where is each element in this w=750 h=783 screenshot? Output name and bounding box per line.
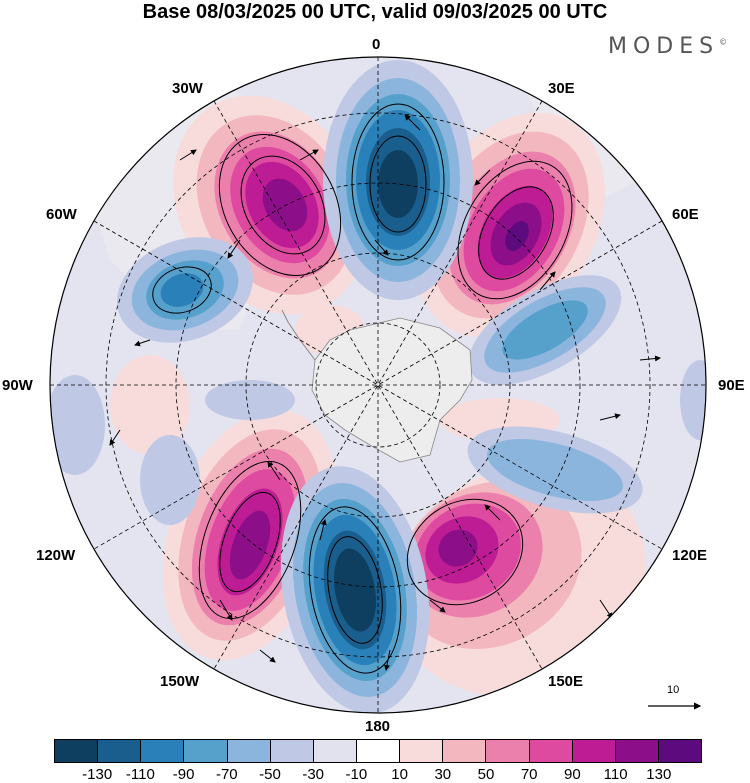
colorbar-swatch [55,740,99,762]
colorbar-swatch [356,740,401,762]
colorbar-swatch [658,740,702,762]
colorbar-tick-label: 10 [391,766,408,783]
lon-label-150e: 150E [548,673,584,690]
colorbar-tick-label: -110 [125,766,155,783]
lon-label-90w: 90W [2,377,33,394]
map-border [49,56,707,714]
colorbar-swatch [184,740,228,762]
lon-label-90e: 90E [718,377,745,394]
brand-mark: © [719,37,728,47]
lon-label-120e: 120E [672,547,708,564]
contour-lines [152,103,573,674]
lon-label-60w: 60W [46,206,77,223]
lon-label-30e: 30E [548,80,575,97]
lon-label-120w: 120W [36,547,76,564]
negative-anomalies [50,60,706,713]
colorbar-tick-label: -90 [172,766,195,783]
colorbar-swatch [486,740,530,762]
lon-label-0: 0 [372,36,381,53]
colorbar-swatch [313,740,357,762]
colorbar-tick-label: 30 [434,766,452,783]
lon-label-150w: 150W [160,673,200,690]
wind-vectors [109,114,661,673]
graticule [50,57,706,713]
modes-logo: MODES© [608,34,727,59]
colorbar [54,739,702,763]
colorbar-tick-label: -10 [345,766,368,783]
colorbar-tick-label: 130 [646,766,672,783]
colorbar-swatch [529,740,573,762]
colorbar-swatch [98,740,142,762]
colorbar-tick-label: 70 [520,766,538,783]
antarctic-peninsula [281,309,316,361]
colorbar-tick-label: -30 [302,766,325,783]
colorbar-swatch [227,740,271,762]
colorbar-tick-label: -130 [82,766,113,783]
colorbar-tick-label: 50 [477,766,495,783]
colorbar-swatch [141,740,185,762]
colorbar-swatch [615,740,659,762]
lon-label-60e: 60E [672,206,699,223]
colorbar-tick-label: 110 [603,766,628,783]
colorbar-swatch [572,740,616,762]
colorbar-swatch [443,740,487,762]
colorbar-tick-label: -50 [259,766,281,783]
lon-label-30w: 30W [172,80,203,97]
reference-vector-label: 10 [667,684,680,696]
antarctica [311,317,473,463]
colorbar-tick-label: 90 [564,766,581,783]
colorbar-swatch [400,740,444,762]
colorbar-tick-label: -70 [215,766,238,783]
colorbar-swatch [270,740,314,762]
map-title: Base 08/03/2025 00 UTC, valid 09/03/2025… [142,1,608,23]
brand-name: MODES [608,34,720,59]
lon-label-180: 180 [365,718,391,735]
